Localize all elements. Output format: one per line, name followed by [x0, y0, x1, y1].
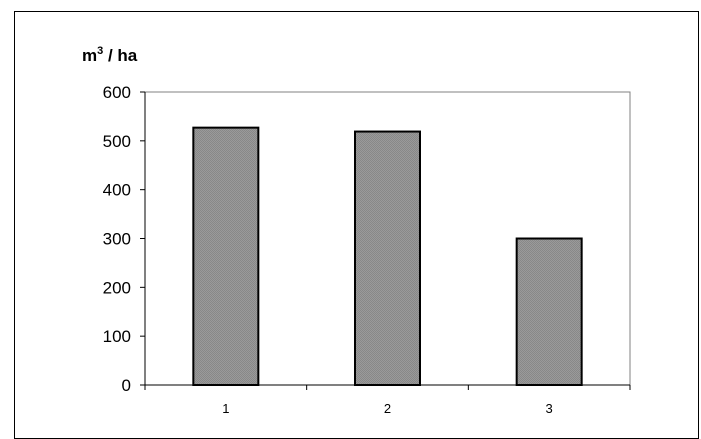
- x-tick-label: 2: [384, 401, 391, 416]
- y-axis-label-superscript: 3: [97, 45, 103, 57]
- y-tick-label: 500: [103, 132, 131, 151]
- y-tick-label: 0: [122, 376, 131, 395]
- bar-2: [354, 130, 421, 386]
- y-axis-label: m3 / ha: [82, 45, 138, 65]
- y-tick-label: 400: [103, 181, 131, 200]
- y-tick-label: 200: [103, 278, 131, 297]
- y-tick-label: 100: [103, 327, 131, 346]
- x-tick-label: 3: [546, 401, 553, 416]
- plot-area: 0 100 200 300 400 500 600 1 2 3: [103, 83, 631, 416]
- y-axis-label-base: m: [82, 46, 97, 65]
- bar-3: [515, 237, 583, 386]
- y-tick-label: 600: [103, 83, 131, 102]
- y-tick-label: 300: [103, 230, 131, 249]
- x-tick-label: 1: [222, 401, 229, 416]
- bar-1: [192, 126, 260, 386]
- y-axis-label-suffix: / ha: [103, 46, 138, 65]
